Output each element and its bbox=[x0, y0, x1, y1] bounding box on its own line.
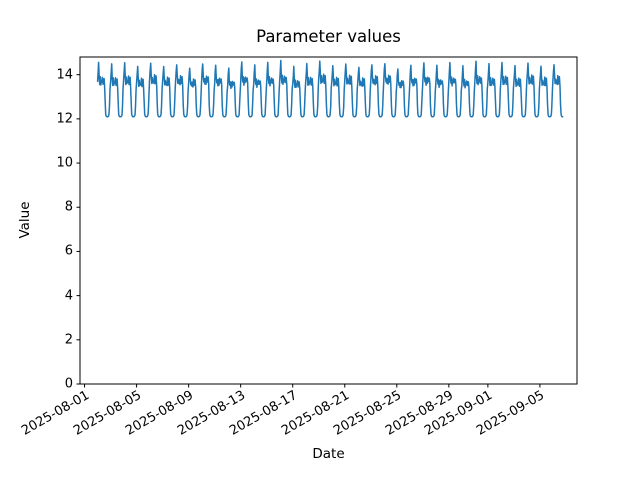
y-tick-label: 8 bbox=[64, 199, 73, 215]
y-tick-label: 14 bbox=[56, 67, 73, 83]
axes-frame bbox=[79, 56, 578, 385]
y-tick-label: 4 bbox=[64, 288, 73, 304]
chart-title: Parameter values bbox=[256, 27, 401, 46]
line-series bbox=[96, 59, 564, 118]
tick-marks bbox=[76, 74, 541, 388]
y-tick-label: 2 bbox=[64, 332, 73, 348]
y-tick-label: 0 bbox=[64, 376, 73, 392]
y-tick-label: 6 bbox=[64, 243, 73, 259]
y-tick-label: 12 bbox=[56, 111, 73, 127]
x-axis-label: Date bbox=[312, 446, 345, 462]
y-tick-label: 10 bbox=[56, 155, 73, 171]
